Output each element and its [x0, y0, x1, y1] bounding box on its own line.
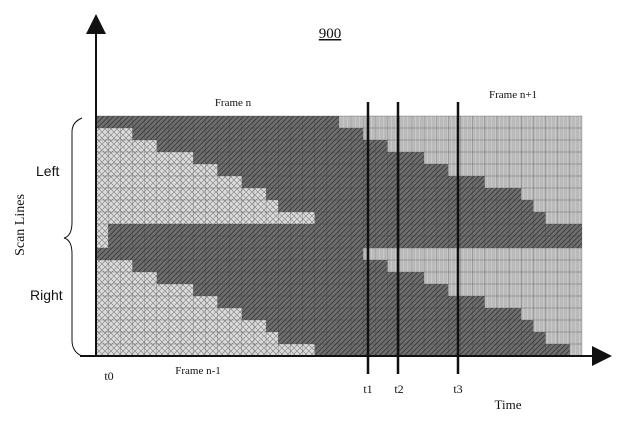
- frame-prev-region: [96, 200, 279, 212]
- frame-n-region: [108, 224, 583, 236]
- frame-n-region: [241, 308, 522, 320]
- frame-prev-region: [96, 272, 157, 284]
- frame-next-region: [448, 164, 582, 176]
- frame-next-region: [569, 344, 582, 356]
- frame-n-region: [278, 200, 534, 212]
- left-bracket: [63, 117, 83, 255]
- region-left-label: Left: [36, 163, 59, 179]
- frame-n-region: [132, 128, 364, 140]
- frame-next-region: [521, 308, 582, 320]
- t3-label: t3: [453, 382, 462, 396]
- frame-n-region: [314, 212, 546, 224]
- frame-next-region: [448, 284, 582, 296]
- x-axis-label: Time: [495, 397, 522, 412]
- frame-n-label: Frame n: [215, 97, 252, 109]
- frame-prev-label: Frame n-1: [175, 365, 221, 377]
- region-right-label: Right: [30, 287, 63, 303]
- frame-n-region: [193, 152, 425, 164]
- t2-label: t2: [394, 382, 403, 396]
- frame-next-region: [424, 272, 582, 284]
- frame-next-region: [545, 212, 582, 224]
- frame-prev-region: [96, 224, 109, 236]
- frame-n-region: [132, 260, 388, 272]
- t1-label: t1: [363, 382, 372, 396]
- frame-next-region: [424, 152, 582, 164]
- y-axis-label: Scan Lines: [13, 194, 28, 256]
- frame-prev-region: [96, 140, 157, 152]
- figure-number: 900: [319, 26, 342, 42]
- t0-label: t0: [104, 369, 113, 383]
- grid-lines: [95, 115, 583, 357]
- frame-prev-region: [96, 332, 279, 344]
- right-bracket: [71, 254, 83, 357]
- frame-n-region: [108, 236, 583, 248]
- frame-n-region: [156, 140, 388, 152]
- frame-prev-region: [96, 236, 109, 248]
- frame-n-region: [217, 164, 449, 176]
- frame-next-label: Frame n+1: [489, 89, 537, 101]
- frame-next-region: [521, 188, 582, 200]
- frame-prev-region: [96, 128, 133, 140]
- frame-next-region: [545, 332, 582, 344]
- frame-n-region: [193, 284, 449, 296]
- frame-prev-region: [96, 260, 133, 272]
- frame-n-region: [314, 344, 570, 356]
- frame-n-region: [266, 188, 522, 200]
